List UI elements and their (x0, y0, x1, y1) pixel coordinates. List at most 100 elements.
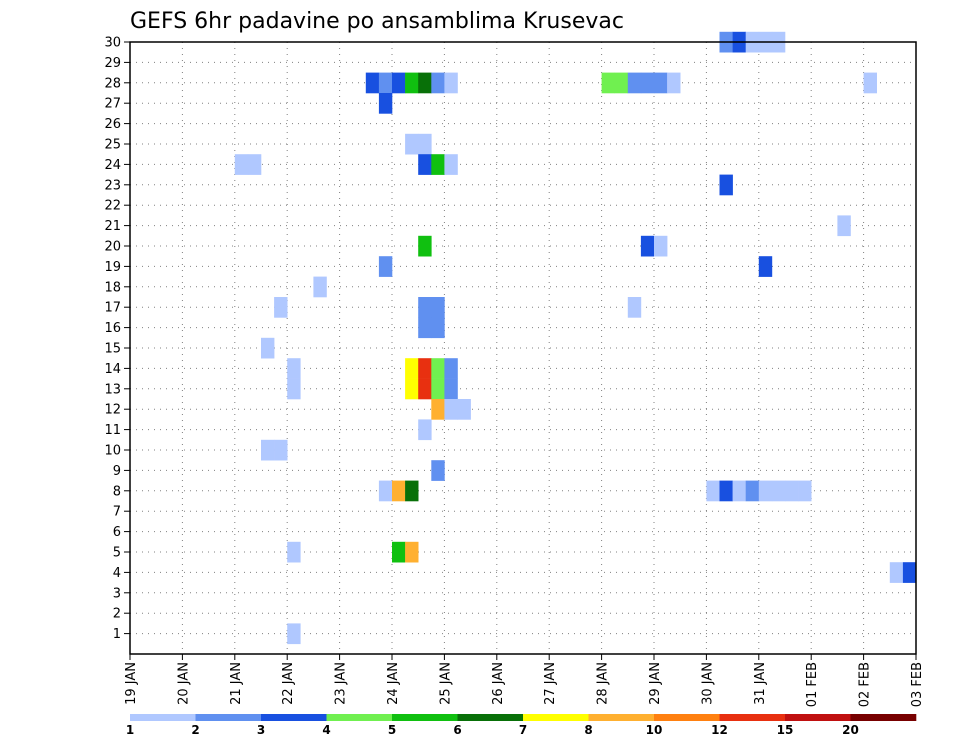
precip-cell (392, 72, 406, 94)
y-tick-label: 4 (113, 566, 121, 581)
y-tick-label: 23 (104, 178, 121, 193)
precip-cell (431, 358, 445, 379)
color-bar-swatch (195, 714, 262, 721)
precip-cell (431, 72, 445, 94)
precip-cell (667, 72, 681, 94)
precip-cell (431, 317, 445, 339)
y-tick-label: 17 (104, 301, 121, 316)
precip-cell (640, 235, 655, 257)
y-tick-label: 1 (113, 627, 121, 642)
color-bar-swatch (261, 714, 327, 721)
precip-cell (837, 215, 851, 237)
precip-cell (444, 358, 458, 379)
precip-cell (287, 358, 301, 379)
color-bar-swatch (130, 714, 196, 721)
precip-cell (758, 256, 773, 277)
y-tick-label: 11 (104, 423, 121, 438)
x-tick-label: 22 JAN (281, 662, 296, 705)
precip-cell (444, 72, 458, 94)
y-tick-label: 24 (104, 158, 121, 173)
precip-cell (405, 133, 419, 155)
y-tick-label: 13 (104, 382, 121, 397)
color-bar-label: 4 (322, 723, 330, 737)
precip-cell (405, 358, 419, 379)
y-tick-label: 29 (104, 56, 121, 71)
y-tick-label: 3 (113, 586, 121, 601)
precip-cell (418, 317, 432, 339)
color-bar-swatch (523, 714, 589, 721)
y-tick-label: 7 (113, 505, 121, 520)
precipitation-cells (234, 31, 917, 645)
precip-cell (457, 399, 471, 420)
y-tick-label: 16 (104, 321, 121, 336)
precip-cell (287, 623, 301, 645)
precip-cell (261, 439, 275, 461)
y-tick-label: 2 (113, 607, 121, 622)
precip-cell (405, 541, 419, 563)
precip-cell (392, 480, 406, 502)
y-tick-label: 26 (104, 117, 121, 132)
x-tick-label: 19 JAN (124, 662, 139, 705)
precip-cell (654, 235, 668, 257)
precip-cell (444, 378, 458, 400)
precip-cell (758, 480, 773, 502)
color-bar-swatch (850, 714, 917, 721)
precip-cell (771, 480, 786, 502)
x-tick-label: 27 JAN (543, 662, 558, 705)
y-tick-label: 10 (104, 444, 121, 459)
precip-cell (719, 480, 733, 502)
color-bar-label: 2 (191, 723, 199, 737)
precip-cell (287, 541, 301, 563)
color-bar-label: 8 (584, 723, 592, 737)
x-tick-label: 21 JAN (229, 662, 244, 705)
precip-cell (719, 174, 733, 196)
color-bar-swatch (588, 714, 655, 721)
x-tick-label: 02 FEB (858, 662, 873, 707)
color-bar-swatch (457, 714, 524, 721)
precip-cell (365, 72, 380, 94)
color-bar-label: 3 (257, 723, 265, 737)
precip-cell (654, 72, 668, 94)
precip-cell (287, 378, 301, 400)
plot-frame (129, 41, 917, 655)
color-bar-swatch (719, 714, 786, 721)
precip-cell (405, 72, 419, 94)
color-bar-swatch (326, 714, 393, 721)
precip-cell (234, 154, 249, 175)
precip-cell (274, 297, 288, 318)
precip-cell (418, 419, 432, 441)
x-tick-label: 31 JAN (753, 662, 768, 705)
precip-cell (418, 297, 432, 318)
x-tick-label: 29 JAN (648, 662, 663, 705)
x-tick-label: 01 FEB (805, 662, 820, 707)
x-axis: 19 JAN 20 JAN 21 JAN 22 JAN 23 JAN 24 JAN 25 J… (124, 654, 925, 707)
x-tick-label: 26 JAN (491, 662, 506, 705)
precip-cell (405, 480, 419, 502)
x-tick-label: 20 JAN (176, 662, 191, 705)
precip-cell (627, 297, 642, 318)
precip-cell (274, 439, 288, 461)
precip-cell (706, 480, 720, 502)
precip-cell (418, 72, 432, 94)
color-bar-legend: 1 2 3 4 5 6 7 8 10 12 15 20 (126, 714, 917, 737)
precip-cell (418, 154, 432, 175)
color-bar-label: 12 (711, 723, 728, 737)
color-bar-swatch (392, 714, 458, 721)
y-tick-label: 19 (104, 260, 121, 275)
x-tick-label: 28 JAN (596, 662, 611, 705)
y-tick-label: 30 (104, 36, 121, 51)
precip-cell (614, 72, 629, 94)
precip-cell (785, 480, 799, 502)
precip-cell (418, 378, 432, 400)
color-bar-label: 1 (126, 723, 134, 737)
precip-cell (601, 72, 615, 94)
y-tick-label: 12 (104, 403, 121, 418)
precip-cell (392, 541, 406, 563)
precip-cell (798, 480, 812, 502)
color-bar-swatch (654, 714, 720, 721)
precip-cell (745, 480, 760, 502)
precip-cell (444, 154, 458, 175)
color-bar-swatch (785, 714, 851, 721)
precip-cell (640, 72, 655, 94)
